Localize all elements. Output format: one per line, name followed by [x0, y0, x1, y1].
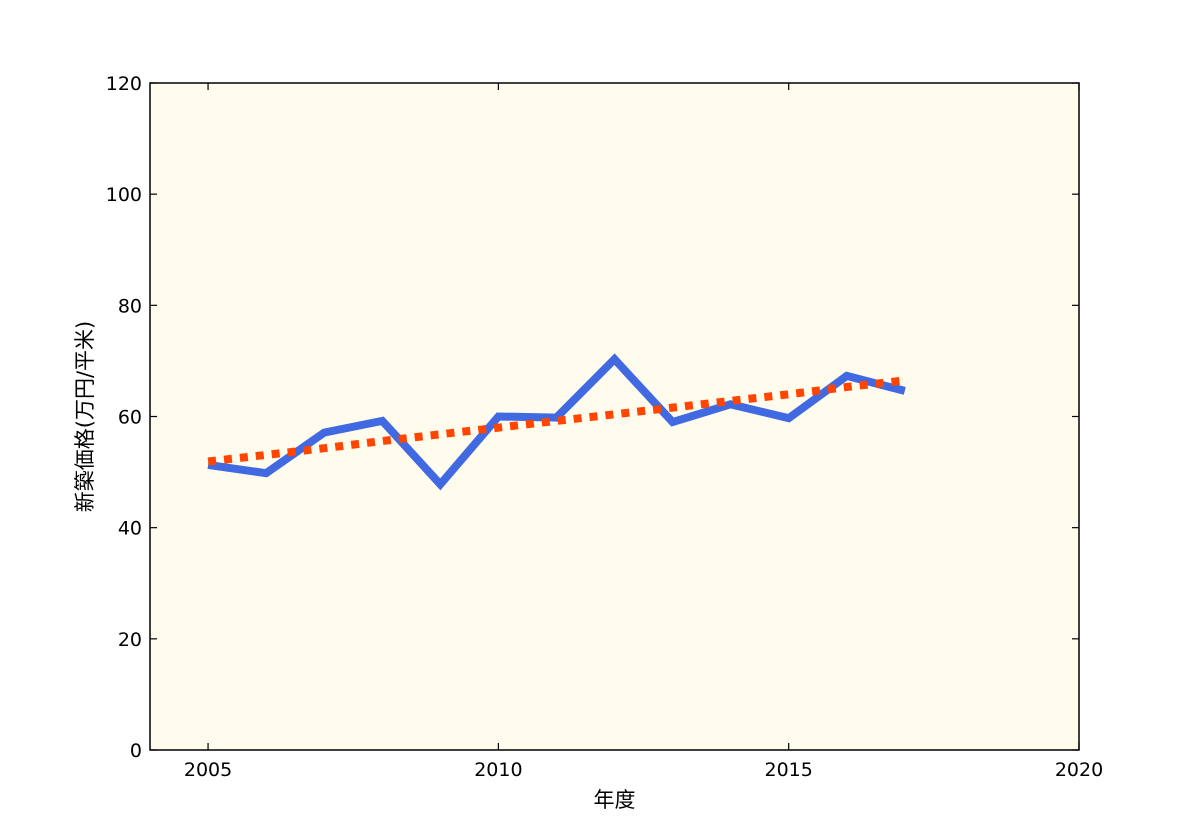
x-tick-label: 2010 [474, 759, 522, 781]
x-tick-label: 2005 [184, 759, 232, 781]
series-layer [207, 353, 906, 491]
y-tick-label: 80 [118, 295, 142, 317]
y-axis-label: 新築価格(万円/平米) [73, 321, 97, 512]
plot-area [150, 83, 1079, 750]
y-axis: 0 20 40 60 80 100 120 [106, 73, 1079, 762]
series-line [207, 353, 906, 491]
y-tick-label: 60 [118, 407, 142, 429]
x-tick-label: 2015 [765, 759, 813, 781]
x-tick-label: 2020 [1055, 759, 1103, 781]
y-tick-label: 0 [130, 740, 142, 762]
x-axis: 2005 2010 2015 2020 [184, 83, 1103, 781]
y-tick-label: 20 [118, 629, 142, 651]
y-tick-label: 120 [106, 73, 142, 95]
y-tick-label: 100 [106, 184, 142, 206]
y-tick-label: 40 [118, 518, 142, 540]
x-axis-label: 年度 [594, 788, 636, 812]
trend-line [207, 376, 906, 466]
